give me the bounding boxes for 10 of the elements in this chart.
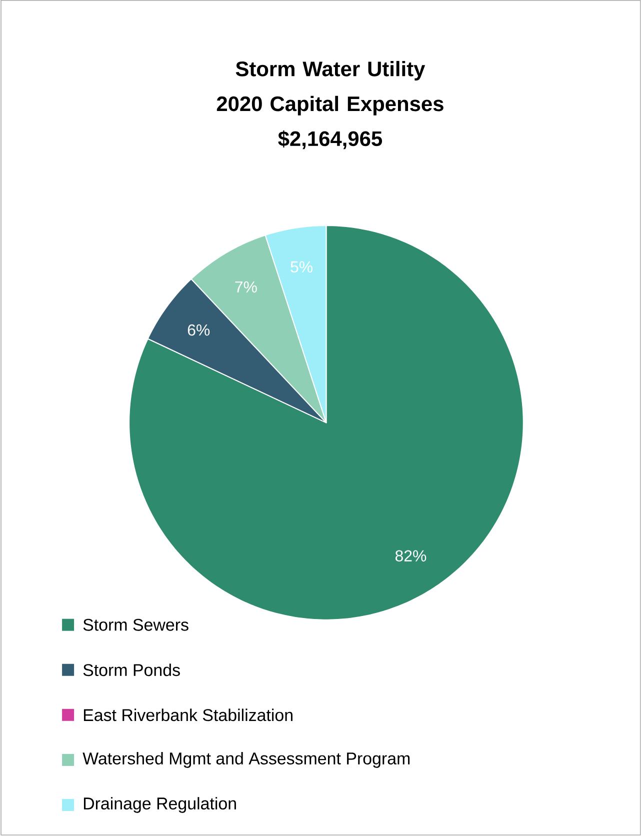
- data-label: 7%: [235, 281, 257, 293]
- data-label: 6%: [188, 324, 210, 336]
- legend-label: Drainage Regulation: [84, 797, 236, 813]
- legend-label: East Riverbank Stabilization: [84, 708, 293, 722]
- legend-label: Watershed Mgmt and Assessment Program: [82, 752, 410, 768]
- data-label: 5%: [290, 261, 313, 273]
- data-label: 82%: [396, 550, 426, 562]
- legend-label: Storm Sewers: [83, 618, 188, 631]
- legend-label: Storm Ponds: [83, 664, 180, 676]
- chart-title: Storm Water Utility 2020 Capital Expenses $2,164,965: [216, 60, 444, 150]
